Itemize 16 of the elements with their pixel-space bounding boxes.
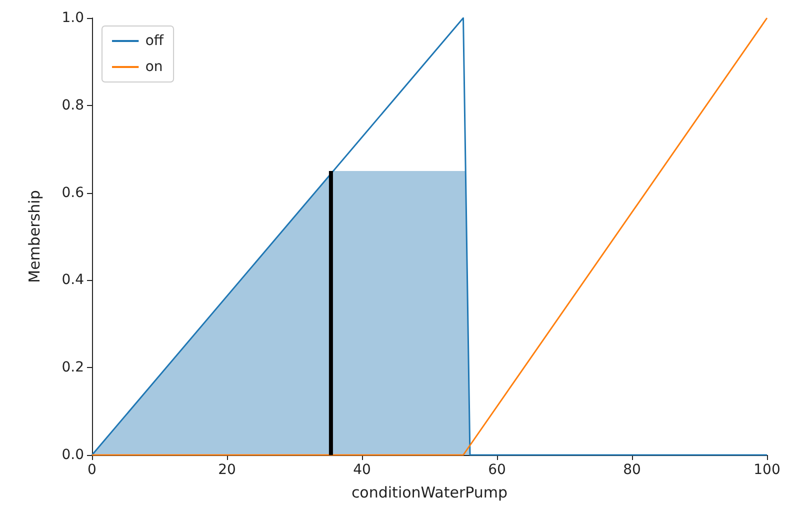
x-axis-title: conditionWaterPump <box>351 484 508 502</box>
x-tick-label: 20 <box>218 462 236 478</box>
x-tick-label: 100 <box>754 462 780 478</box>
x-tick-label: 60 <box>488 462 506 478</box>
y-tick-label: 0.4 <box>62 272 84 288</box>
y-tick-label: 0.0 <box>62 447 84 463</box>
legend-label: off <box>145 33 164 49</box>
legend-label: on <box>145 59 163 75</box>
y-tick-label: 0.2 <box>62 360 84 376</box>
y-tick-label: 0.8 <box>62 97 84 114</box>
x-tick-label: 40 <box>353 462 371 478</box>
y-tick-label: 0.6 <box>62 184 84 201</box>
x-tick-label: 80 <box>623 462 641 478</box>
y-axis-title: Membership <box>26 190 44 283</box>
x-tick-label: 0 <box>88 462 96 478</box>
y-tick-label: 1.0 <box>62 10 84 26</box>
